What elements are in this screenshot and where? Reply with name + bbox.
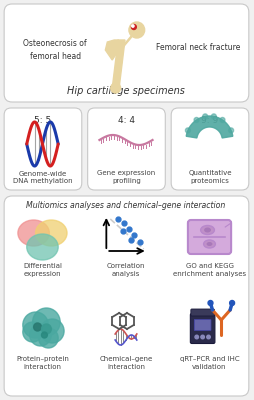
Text: 5: 5: 5: 5	[34, 116, 51, 125]
Circle shape	[40, 319, 64, 343]
Circle shape	[41, 332, 47, 338]
Circle shape	[129, 22, 144, 38]
Ellipse shape	[200, 226, 214, 234]
Text: 9: 9: 9: 9	[201, 116, 218, 125]
Circle shape	[185, 128, 189, 133]
FancyBboxPatch shape	[170, 108, 248, 190]
Text: Genome-wide
DNA methylation: Genome-wide DNA methylation	[13, 170, 72, 184]
Circle shape	[38, 328, 58, 348]
FancyBboxPatch shape	[194, 320, 210, 330]
Circle shape	[219, 118, 224, 122]
Circle shape	[29, 324, 51, 346]
FancyBboxPatch shape	[4, 196, 248, 396]
Polygon shape	[119, 34, 132, 52]
FancyBboxPatch shape	[190, 309, 214, 316]
FancyBboxPatch shape	[4, 4, 248, 102]
Text: Correlation
analysis: Correlation analysis	[106, 263, 145, 277]
Text: qRT–PCR and IHC
validation: qRT–PCR and IHC validation	[179, 356, 239, 370]
Ellipse shape	[18, 220, 49, 246]
Text: Gene expression
profiling: Gene expression profiling	[97, 170, 155, 184]
Text: Hip cartilage specimens: Hip cartilage specimens	[67, 86, 184, 96]
Text: 4: 4: 4: 4	[118, 116, 134, 125]
Polygon shape	[105, 40, 120, 60]
Circle shape	[33, 308, 60, 336]
Circle shape	[131, 25, 134, 27]
Circle shape	[211, 114, 215, 119]
Ellipse shape	[203, 228, 210, 232]
Circle shape	[110, 83, 120, 93]
Circle shape	[23, 312, 48, 338]
Text: Multiomics analyses and chemical–gene interaction: Multiomics analyses and chemical–gene in…	[26, 201, 225, 210]
Circle shape	[131, 24, 136, 30]
Text: Differential
expression: Differential expression	[23, 263, 62, 277]
Text: Quantitative
proteomics: Quantitative proteomics	[187, 170, 231, 184]
Ellipse shape	[203, 240, 215, 248]
Ellipse shape	[36, 220, 67, 246]
FancyBboxPatch shape	[187, 220, 230, 254]
Polygon shape	[185, 116, 232, 138]
Circle shape	[194, 335, 198, 339]
Ellipse shape	[27, 234, 58, 260]
Polygon shape	[112, 40, 124, 88]
Circle shape	[34, 323, 41, 331]
Ellipse shape	[206, 242, 212, 246]
Circle shape	[206, 335, 210, 339]
Circle shape	[229, 300, 234, 306]
Circle shape	[200, 335, 204, 339]
Circle shape	[193, 118, 198, 122]
Circle shape	[228, 128, 233, 133]
Text: Chemical–gene
interaction: Chemical–gene interaction	[99, 356, 152, 370]
Circle shape	[41, 324, 51, 334]
Circle shape	[202, 114, 207, 119]
FancyBboxPatch shape	[189, 314, 214, 344]
Text: GO and KEGG
enrichment analyses: GO and KEGG enrichment analyses	[172, 263, 245, 277]
Text: Femoral neck fracture: Femoral neck fracture	[155, 44, 239, 52]
Circle shape	[23, 322, 42, 342]
Text: Osteonecrosis of
femoral head: Osteonecrosis of femoral head	[23, 39, 87, 61]
FancyBboxPatch shape	[87, 108, 165, 190]
Circle shape	[207, 300, 212, 306]
Text: Protein–protein
interaction: Protein–protein interaction	[16, 356, 69, 370]
FancyBboxPatch shape	[4, 108, 82, 190]
